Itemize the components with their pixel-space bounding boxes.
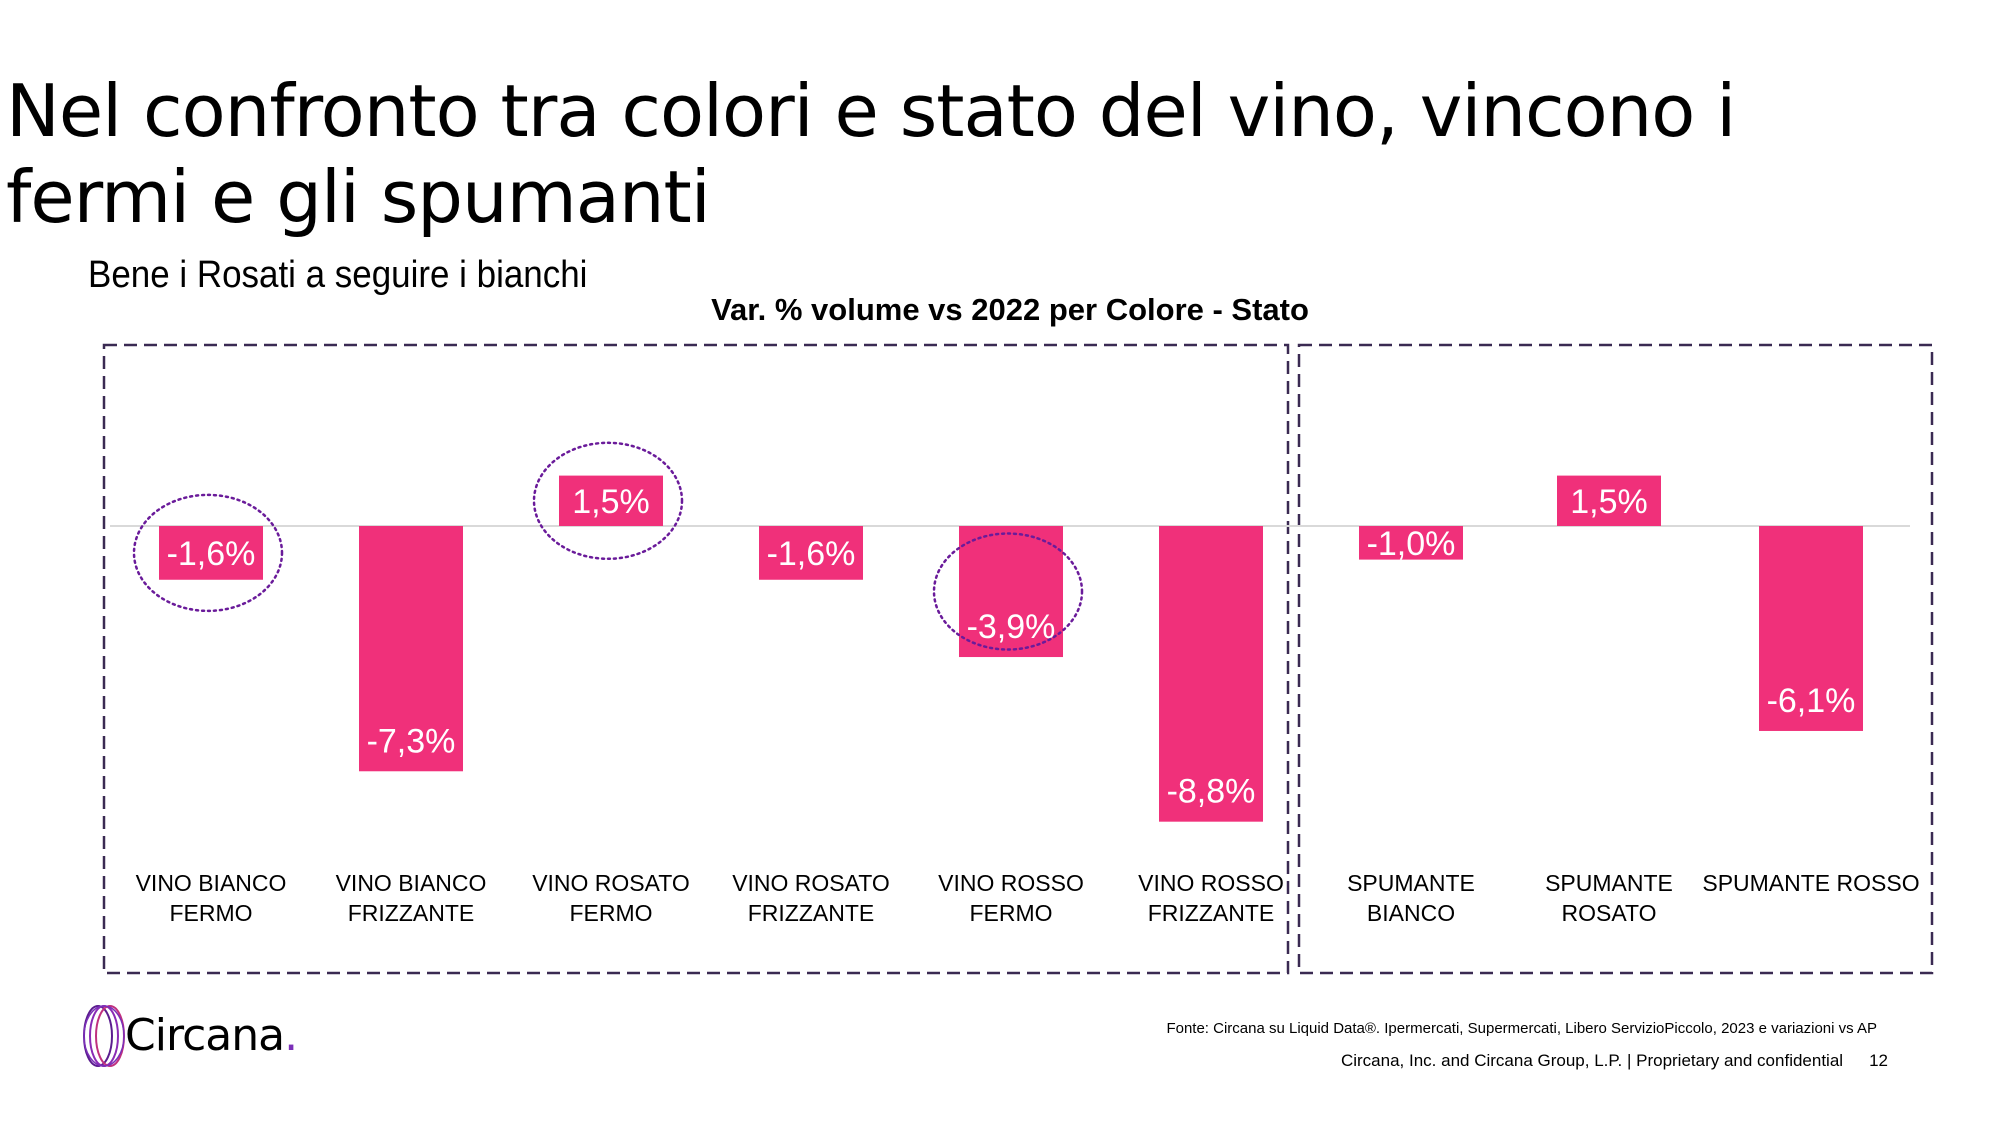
category-label: FRIZZANTE <box>748 900 875 926</box>
data-label: -7,3% <box>367 722 456 760</box>
category-label: FRIZZANTE <box>348 900 475 926</box>
bar <box>1759 526 1863 731</box>
bar <box>559 475 663 526</box>
category-label: SPUMANTE <box>1347 870 1475 896</box>
bar <box>359 526 463 772</box>
category-label: FRIZZANTE <box>1148 900 1275 926</box>
category-label: VINO ROSATO <box>532 870 690 896</box>
data-label: 1,5% <box>572 483 650 521</box>
category-label: VINO ROSSO <box>1138 870 1284 896</box>
slide-title: Nel confronto tra colori e stato del vin… <box>6 69 1736 239</box>
page-number: 12 <box>1869 1051 1888 1070</box>
highlight-circle <box>132 493 284 613</box>
highlight-circle <box>932 532 1084 651</box>
data-label: -1,6% <box>767 535 856 573</box>
data-label: -3,9% <box>967 608 1056 646</box>
category-label: ROSATO <box>1562 900 1657 926</box>
bar <box>959 526 1063 658</box>
data-label: 1,5% <box>1570 483 1648 521</box>
category-label: BIANCO <box>1367 900 1455 926</box>
circana-logo-icon <box>83 1005 125 1067</box>
data-label: -1,0% <box>1367 525 1456 563</box>
data-label: -8,8% <box>1167 773 1256 811</box>
source-note: Fonte: Circana su Liquid Data®. Ipermerc… <box>1166 1020 1877 1037</box>
group-frame-vino <box>102 343 1290 975</box>
category-label: VINO BIANCO <box>136 870 287 896</box>
data-label: -1,6% <box>167 535 256 573</box>
bar <box>1359 526 1463 560</box>
category-label: SPUMANTE <box>1545 870 1673 896</box>
chart-title: Var. % volume vs 2022 per Colore - Stato <box>711 292 1309 327</box>
footer: Circana, Inc. and Circana Group, L.P. | … <box>1341 1051 1888 1071</box>
category-label: VINO BIANCO <box>336 870 487 896</box>
bar <box>159 526 263 580</box>
category-label: FERMO <box>969 900 1052 926</box>
category-label: VINO ROSATO <box>732 870 890 896</box>
bar <box>1557 475 1661 526</box>
bar <box>759 526 863 580</box>
category-label: FERMO <box>169 900 252 926</box>
data-label: -6,1% <box>1767 682 1856 720</box>
highlight-circle <box>532 441 684 561</box>
circana-logo-text: Circana. <box>125 1010 298 1061</box>
footer-confidential: Circana, Inc. and Circana Group, L.P. | … <box>1340 1051 1844 1070</box>
category-label: FERMO <box>569 900 652 926</box>
category-label: SPUMANTE ROSSO <box>1702 870 1919 896</box>
bar <box>1159 526 1263 822</box>
category-label: VINO ROSSO <box>938 870 1084 896</box>
group-frame-spumante <box>1297 343 1934 975</box>
slide-subtitle: Bene i Rosati a seguire i bianchi <box>88 254 588 296</box>
